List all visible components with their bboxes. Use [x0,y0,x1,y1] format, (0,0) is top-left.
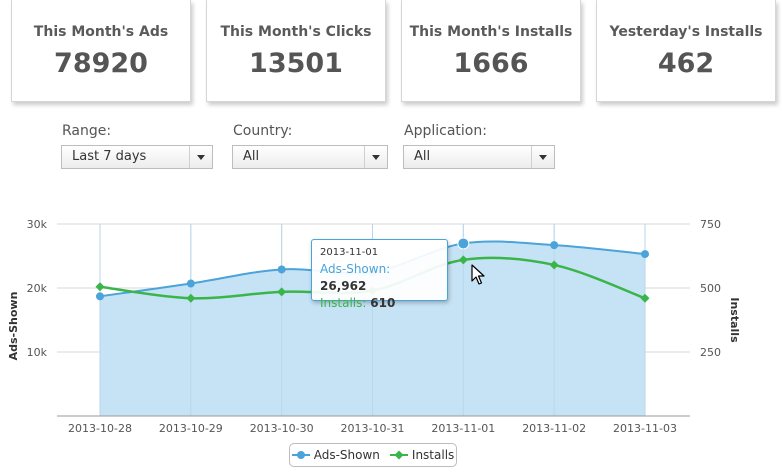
ads-shown-point [96,292,104,301]
x-tick-label: 2013-11-01 [431,422,495,435]
application-select[interactable]: All [403,145,555,169]
chevron-down-icon[interactable] [189,146,212,168]
ads-shown-point [186,279,195,288]
installs-point [277,287,287,297]
chart-tooltip: 2013-11-01 Ads-Shown: 26,962 Installs: 6… [311,239,448,310]
installs-point [95,282,105,292]
country-select[interactable]: All [232,145,388,169]
x-tick-label: 2013-10-28 [68,422,132,435]
stat-card-installs: This Month's Installs 1666 [401,0,581,102]
country-select-value: All [243,149,260,164]
legend-swatch-circle-icon [291,450,310,460]
legend-item-ads-shown[interactable]: Ads-Shown [291,448,380,462]
y-left-tick-label: 30k [27,218,48,231]
chart-legend: Ads-Shown Installs [289,443,457,467]
tooltip-row-installs: Installs: 610 [320,295,439,312]
legend-label: Installs [411,448,455,462]
tooltip-series-name: Ads-Shown: [320,262,391,276]
x-tick-label: 2013-10-30 [250,422,314,435]
stat-card-clicks: This Month's Clicks 13501 [206,0,386,102]
installs-point [458,255,468,265]
installs-point [186,293,196,303]
stat-card-ads: This Month's Ads 78920 [11,0,191,102]
tooltip-series-value: 610 [370,296,396,310]
stat-label: This Month's Ads [33,24,169,40]
legend-item-installs[interactable]: Installs [389,448,455,462]
country-label: Country: [233,123,293,139]
ads-shown-point [550,241,559,250]
tooltip-series-name: Installs: [320,296,367,310]
ads-shown-point [277,265,286,274]
application-label: Application: [404,123,487,139]
y-left-tick-label: 20k [27,282,48,295]
mouse-cursor-icon [471,264,485,285]
x-tick-label: 2013-11-02 [522,422,586,435]
installs-point [640,293,650,303]
y-right-tick-label: 750 [700,218,721,231]
stat-label: This Month's Clicks [220,24,372,40]
x-tick-label: 2013-10-31 [341,422,405,435]
stat-label: This Month's Installs [409,24,573,40]
y-right-tick-label: 250 [700,346,721,359]
range-select-value: Last 7 days [72,149,147,164]
legend-swatch-diamond-icon [389,450,408,460]
legend-label: Ads-Shown [313,448,380,462]
y-left-axis-title: Ads-Shown [7,292,20,361]
stat-label: Yesterday's Installs [609,24,763,40]
stat-value: 13501 [249,48,343,79]
chevron-down-icon[interactable] [531,146,554,168]
x-tick-label: 2013-10-29 [159,422,223,435]
ads-shown-point [457,237,470,250]
tooltip-row-ads: Ads-Shown: 26,962 [320,261,439,295]
range-select[interactable]: Last 7 days [61,145,213,169]
x-tick-label: 2013-11-03 [613,422,677,435]
tooltip-date: 2013-11-01 [320,247,379,258]
installs-point [549,260,559,270]
application-select-value: All [414,149,431,164]
y-right-axis-title: Installs [728,297,741,343]
tooltip-series-value: 26,962 [320,279,367,293]
stat-value: 78920 [54,48,148,79]
stat-card-yesterday-installs: Yesterday's Installs 462 [596,0,776,102]
range-label: Range: [62,123,112,139]
stat-value: 1666 [453,48,529,79]
ads-shown-point [641,250,649,259]
y-left-tick-label: 10k [27,346,48,359]
y-right-tick-label: 500 [700,282,721,295]
chevron-down-icon[interactable] [364,146,387,168]
stat-value: 462 [657,48,715,79]
